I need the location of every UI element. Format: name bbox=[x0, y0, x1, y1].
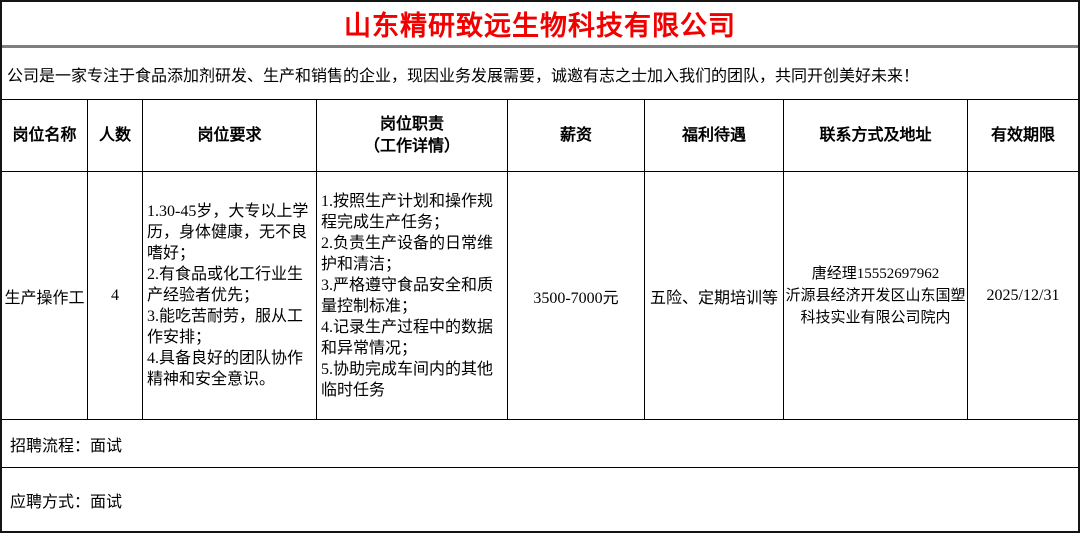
job-row: 生产操作工 4 1.30-45岁，大专以上学历，身体健康，无不良嗜好； 2.有食… bbox=[2, 172, 1078, 420]
application-method-text: 应聘方式：面试 bbox=[10, 493, 123, 511]
header-headcount: 人数 bbox=[88, 100, 143, 171]
cell-headcount: 4 bbox=[88, 172, 143, 419]
cell-validity: 2025/12/31 bbox=[986, 286, 1060, 304]
table-header-row: 岗位名称 人数 岗位要求 岗位职责 （工作详情） 薪资 福利待遇 联系方式及地址… bbox=[2, 100, 1078, 172]
cell-benefits: 五险、定期培训等 bbox=[645, 172, 784, 419]
cell-duties: 1.按照生产计划和操作规程完成生产任务； 2.负责生产设备的日常维护和清洁； 3… bbox=[317, 172, 508, 419]
header-validity: 有效期限 bbox=[990, 126, 1055, 144]
header-duties: 岗位职责 （工作详情） bbox=[317, 100, 508, 171]
cell-salary: 3500-7000元 bbox=[508, 172, 645, 419]
company-title: 山东精研致远生物科技有限公司 bbox=[344, 11, 736, 41]
company-intro-row: 公司是一家专注于食品添加剂研发、生产和销售的企业，现因业务发展需要，诚邀有志之士… bbox=[2, 48, 1078, 100]
header-requirements: 岗位要求 bbox=[143, 100, 317, 171]
application-method-row: 应聘方式：面试 bbox=[2, 468, 1078, 531]
recruitment-process-row: 招聘流程：面试 bbox=[2, 420, 1078, 468]
recruitment-process-text: 招聘流程：面试 bbox=[10, 437, 123, 455]
header-salary: 薪资 bbox=[508, 100, 645, 171]
header-benefits: 福利待遇 bbox=[645, 100, 784, 171]
title-row: 山东精研致远生物科技有限公司 bbox=[2, 2, 1078, 48]
cell-contact: 唐经理15552697962 沂源县经济开发区山东国塑 科技实业有限公司院内 bbox=[784, 172, 968, 419]
cell-position-name: 生产操作工 bbox=[2, 172, 88, 419]
header-position-name: 岗位名称 bbox=[2, 100, 88, 171]
company-intro-text: 公司是一家专注于食品添加剂研发、生产和销售的企业，现因业务发展需要，诚邀有志之士… bbox=[7, 67, 920, 85]
header-contact: 联系方式及地址 bbox=[784, 100, 968, 171]
cell-requirements: 1.30-45岁，大专以上学历，身体健康，无不良嗜好； 2.有食品或化工行业生产… bbox=[143, 172, 317, 419]
